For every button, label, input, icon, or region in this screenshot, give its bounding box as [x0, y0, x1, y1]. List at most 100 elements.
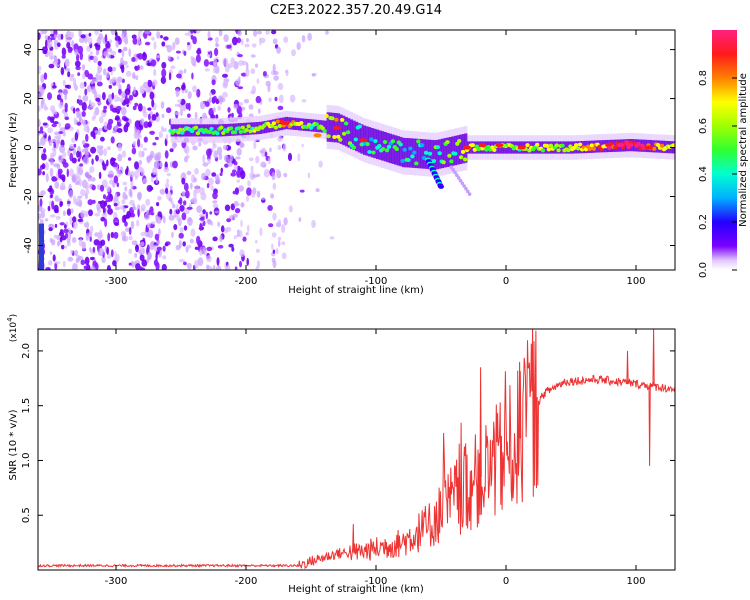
noise-dot	[140, 231, 147, 237]
branch-faint	[449, 165, 454, 169]
ridge-cell	[386, 144, 392, 149]
noise-dot	[60, 67, 65, 76]
y-tick-label: 0	[23, 144, 34, 150]
snr-panel: -300 -200 -100 0 100 0.5 1.0 1.5 2.0 Height of …	[6, 314, 676, 595]
noise-dot	[64, 84, 70, 89]
noise-dot	[272, 182, 277, 190]
ridge-cell	[324, 113, 329, 118]
y-tick-label: -40	[23, 237, 34, 253]
noise-dot	[277, 105, 284, 111]
noise-dot	[42, 46, 48, 53]
noise-dot	[69, 75, 74, 82]
ridge-band	[435, 139, 439, 170]
noise-dot	[205, 168, 211, 177]
noise-dot	[76, 150, 80, 158]
branch-faint	[464, 186, 468, 191]
noise-dot	[57, 168, 63, 175]
noise-dot	[153, 68, 157, 77]
noise-dot	[126, 210, 131, 219]
noise-dot	[129, 212, 136, 218]
noise-dot	[190, 30, 194, 34]
noise-dot	[90, 51, 93, 55]
ridge-cell	[453, 151, 458, 156]
noise-dot	[187, 113, 191, 118]
noise-dot	[101, 256, 106, 264]
noise-dot	[272, 212, 277, 221]
noise-dot	[311, 219, 316, 229]
ridge-cell	[351, 145, 357, 150]
noise-dot	[187, 42, 190, 46]
noise-dot	[235, 156, 241, 160]
noise-dot	[39, 86, 45, 95]
noise-dot	[214, 36, 219, 44]
noise-dot	[57, 133, 62, 140]
noise-dot	[67, 200, 71, 205]
noise-dot	[216, 257, 220, 266]
noise-dot	[278, 94, 284, 104]
y-tick-label: 1.5	[21, 398, 32, 414]
ridge-band	[446, 137, 450, 167]
noise-dot	[97, 145, 104, 150]
noise-dot	[247, 180, 251, 187]
noise-dot	[54, 57, 59, 65]
spectrogram-x-ticks: -300 -200 -100 0 100	[105, 30, 646, 287]
ridge-cell	[314, 122, 319, 127]
noise-dot	[78, 114, 82, 123]
noise-dot	[243, 99, 250, 104]
noise-dot	[102, 194, 107, 200]
noise-dot	[63, 228, 69, 234]
noise-dot	[131, 240, 138, 246]
noise-dot	[59, 201, 63, 208]
noise-dot	[95, 49, 99, 56]
ridge-cell	[591, 146, 596, 151]
noise-dot	[136, 219, 140, 227]
ridge-cell	[613, 145, 618, 150]
noise-dot	[51, 123, 57, 128]
noise-dot	[113, 231, 119, 239]
noise-dot	[128, 248, 133, 254]
ridge-cell	[458, 155, 464, 160]
noise-dot	[59, 229, 64, 235]
noise-dot	[236, 37, 242, 44]
noise-dot	[130, 181, 134, 190]
x-tick-label: -200	[235, 276, 258, 287]
noise-dot	[196, 88, 201, 98]
noise-dot	[54, 110, 58, 115]
noise-dot	[234, 202, 241, 207]
noise-dot	[194, 184, 200, 194]
ridge-band	[339, 114, 343, 144]
x-tick-label: 0	[503, 576, 509, 587]
noise-dot	[172, 42, 176, 49]
noise-dot	[140, 168, 145, 174]
noise-dot	[106, 122, 112, 131]
noise-dot	[77, 195, 83, 199]
noise-dot	[75, 198, 81, 206]
ridge-cell	[377, 144, 382, 148]
noise-dot	[245, 68, 250, 78]
noise-dot	[76, 54, 80, 62]
noise-dot	[178, 232, 184, 239]
noise-dot	[147, 121, 152, 128]
snr-series-line	[38, 329, 675, 570]
noise-dot	[149, 91, 155, 100]
noise-dot	[233, 165, 238, 171]
ridge-cell	[240, 125, 245, 130]
noise-dot	[81, 179, 88, 189]
noise-dot	[106, 146, 111, 151]
noise-dot	[132, 72, 136, 79]
noise-dot	[40, 210, 45, 219]
x-tick-label: -100	[365, 576, 388, 587]
noise-dot	[165, 187, 169, 194]
noise-dot	[165, 134, 169, 141]
noise-dot	[74, 48, 79, 55]
noise-dot	[211, 172, 217, 177]
noise-dot	[233, 103, 239, 109]
ridge-cell	[423, 150, 429, 155]
noise-dot	[244, 43, 250, 48]
noise-dot	[88, 37, 93, 45]
noise-dot	[217, 245, 224, 249]
ridge-band	[651, 140, 655, 153]
ridge-band	[352, 120, 356, 150]
noise-dot	[190, 228, 196, 237]
noise-dot	[113, 94, 119, 103]
